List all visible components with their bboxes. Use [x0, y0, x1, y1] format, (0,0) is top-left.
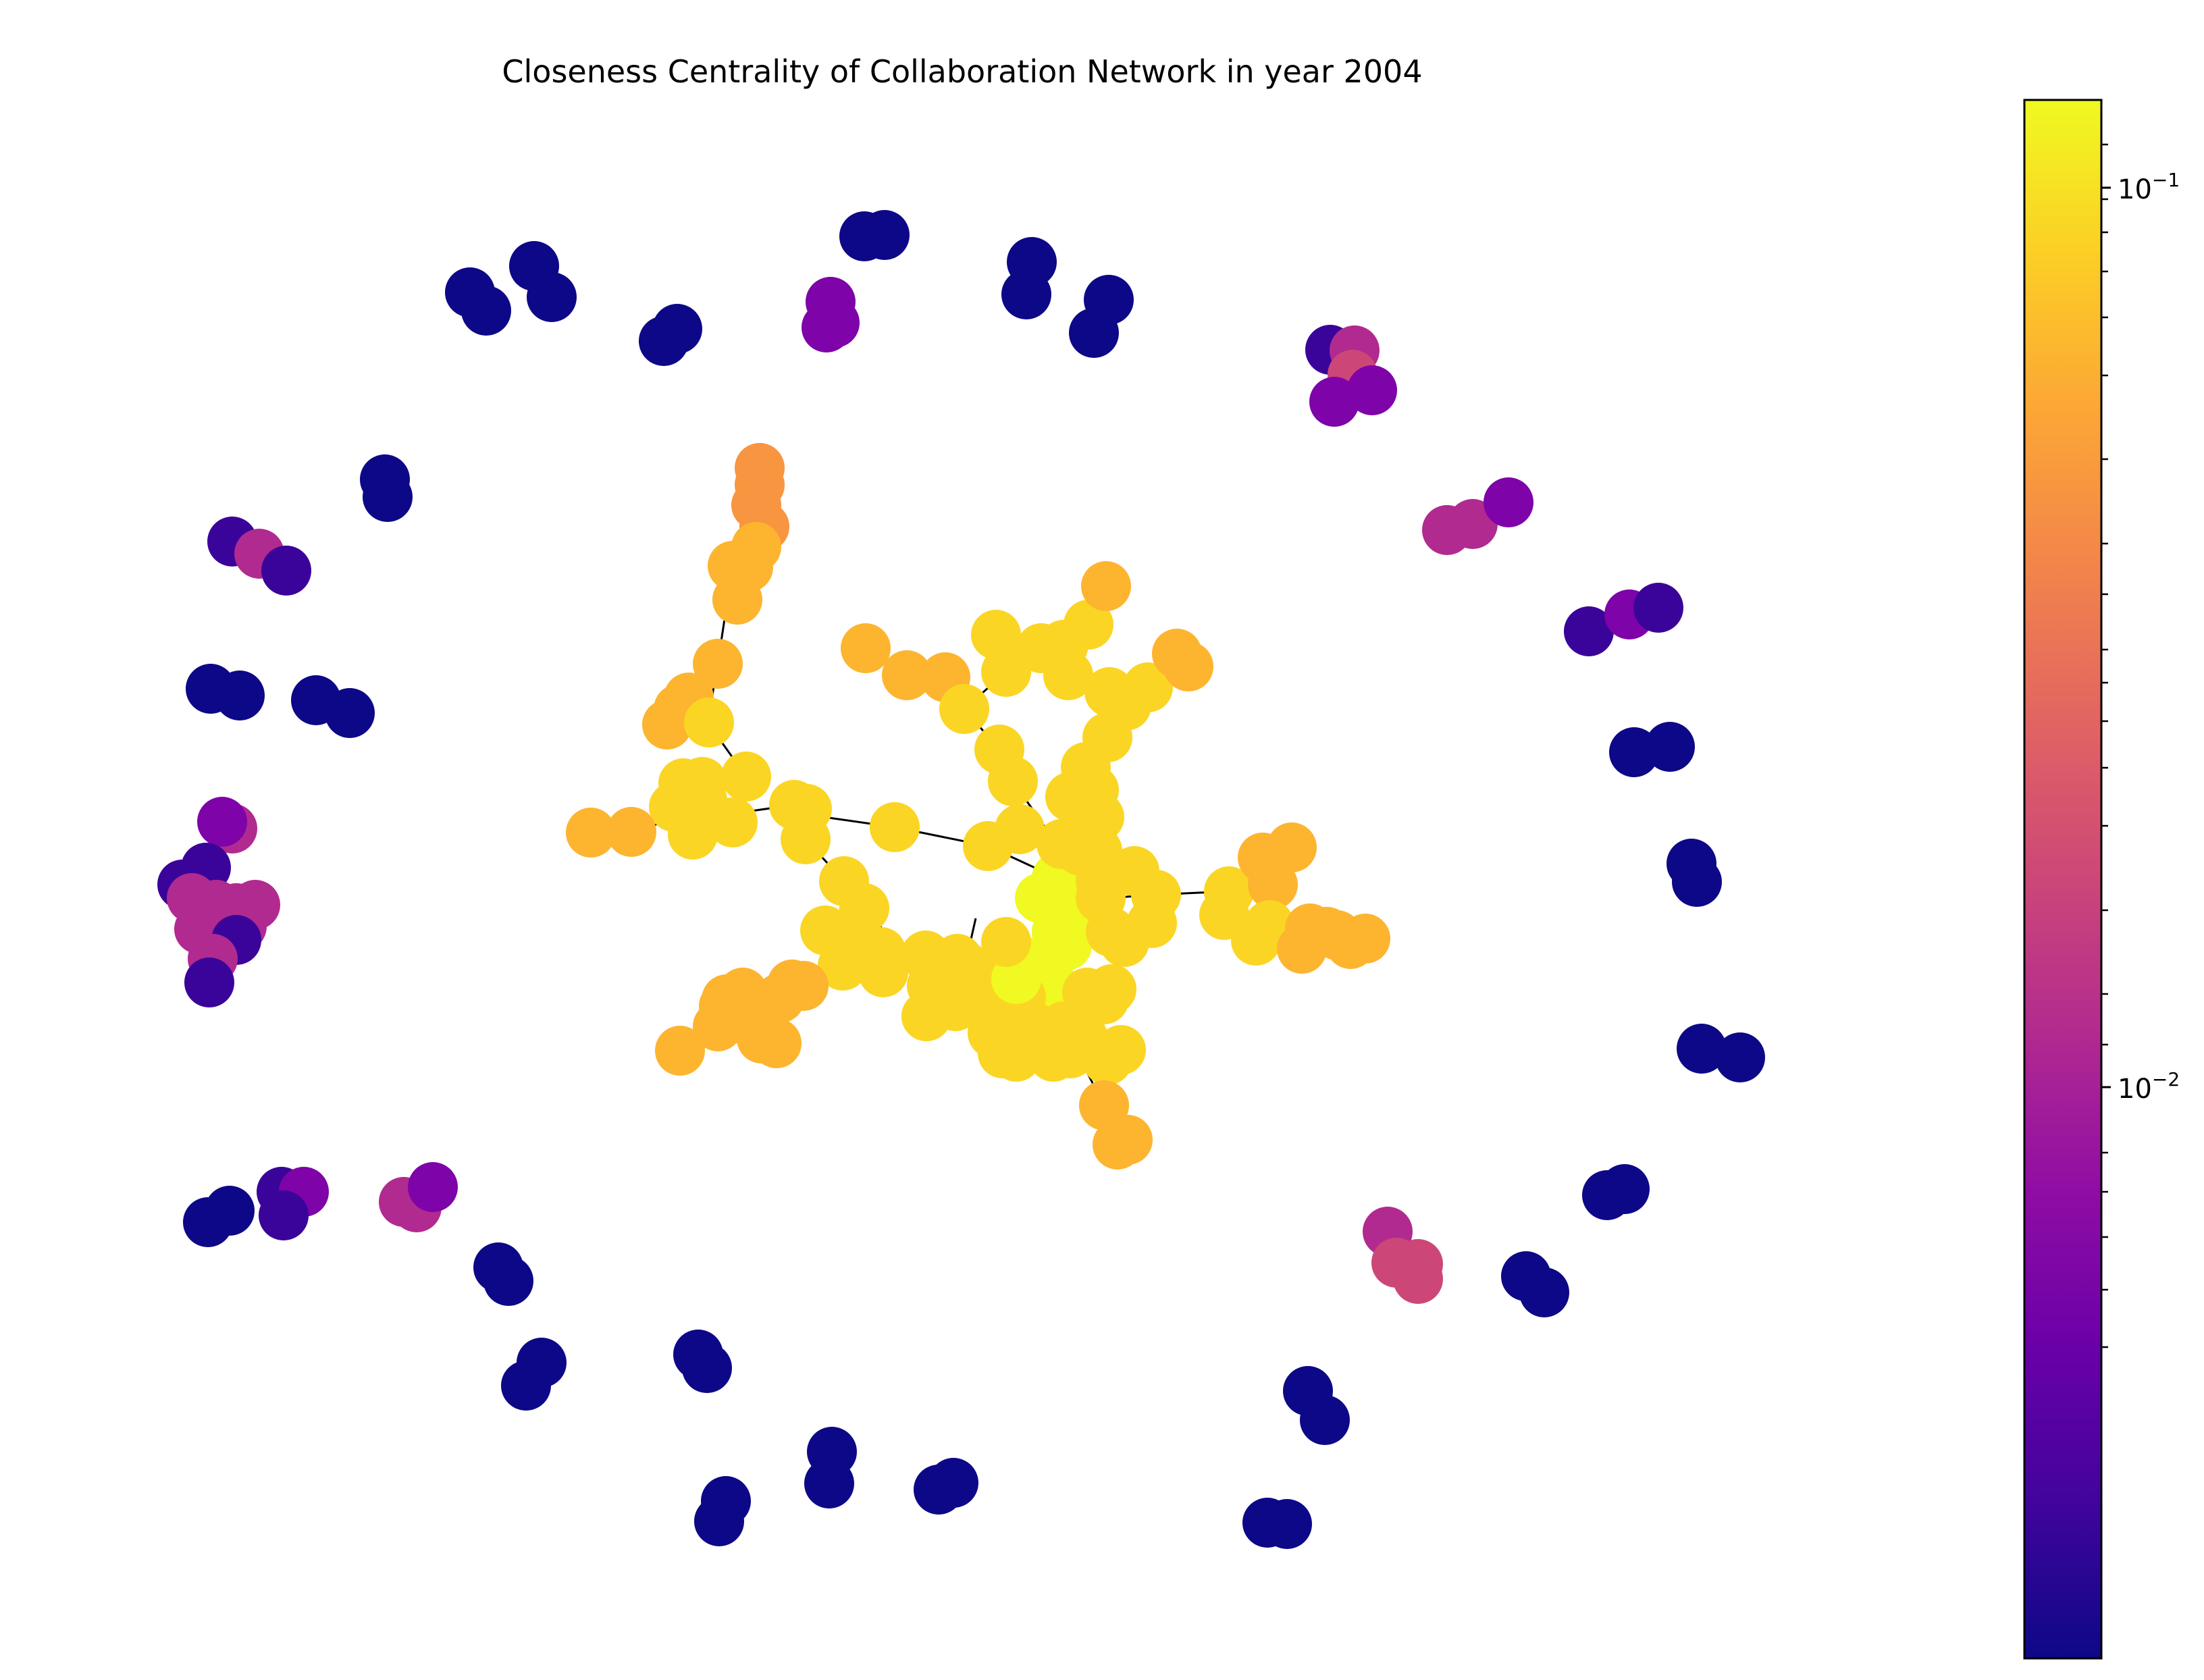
network-node [205, 1186, 255, 1236]
network-node [527, 272, 577, 322]
network-node [693, 639, 743, 689]
network-node [1277, 924, 1327, 974]
network-node [1082, 1035, 1132, 1085]
network-node [325, 688, 375, 738]
network-node [1061, 742, 1111, 792]
network-node [1093, 1120, 1143, 1170]
network-node [1448, 499, 1498, 549]
network-node [1633, 583, 1683, 633]
network-node [718, 968, 768, 1018]
network-node [1326, 919, 1375, 969]
colorbar-minor-ticks [2101, 143, 2108, 1348]
network-node [501, 1361, 551, 1411]
network-node [1231, 916, 1281, 966]
network-node [901, 991, 951, 1041]
network-node [1074, 792, 1124, 842]
network-node [1042, 920, 1092, 970]
network-node [939, 684, 989, 734]
network-node [1267, 822, 1317, 872]
network-node [981, 917, 1031, 967]
network-node [642, 700, 692, 750]
network-node [1123, 662, 1173, 712]
colorbar-gradient [2023, 99, 2103, 1660]
network-node [708, 797, 758, 847]
network-node [1001, 269, 1051, 319]
network-node [694, 1496, 744, 1546]
chart-title: Closeness Centrality of Collaboration Ne… [502, 53, 1422, 90]
network-node [1043, 650, 1093, 700]
network-node [804, 1459, 854, 1508]
network-node [988, 756, 1038, 806]
network-node [639, 316, 689, 366]
network-node [1248, 860, 1298, 910]
network-node [752, 1018, 802, 1068]
network-node [818, 941, 868, 991]
network-node [981, 647, 1031, 697]
network-node [566, 808, 616, 858]
network-node [261, 546, 311, 596]
network-node [1081, 561, 1131, 611]
network-node [860, 210, 910, 260]
network-node [1064, 600, 1113, 650]
colorbar-tick-label-1: 10−1 [2118, 169, 2180, 205]
network-node [606, 807, 656, 857]
network-node [1645, 722, 1695, 772]
network-node [1677, 1024, 1727, 1074]
network-node [684, 698, 734, 747]
network-node [184, 957, 234, 1007]
network-node [1163, 641, 1213, 691]
network-node [928, 1458, 978, 1508]
network-node [197, 797, 247, 847]
network-node [882, 650, 932, 700]
network-node [721, 752, 771, 802]
colorbar-tick-label-2: 10−2 [2118, 1068, 2180, 1105]
network-node [461, 286, 511, 336]
network-node [995, 804, 1045, 854]
network-node [408, 1162, 458, 1212]
network-node [215, 671, 265, 720]
network-node [1262, 1499, 1312, 1549]
network-node [655, 1026, 705, 1076]
network-node [1715, 1032, 1765, 1082]
network-node [841, 623, 891, 673]
colorbar: 10−1 10−2 [2023, 99, 2180, 1660]
network-node [1564, 606, 1614, 656]
network-node [1672, 857, 1722, 907]
network-node [781, 814, 831, 864]
network-node [810, 298, 860, 348]
network-node [682, 1343, 732, 1393]
network-node [1127, 898, 1177, 948]
network-node [1309, 377, 1359, 427]
network-node [968, 1008, 1018, 1058]
network-node [1519, 1267, 1569, 1317]
network-node [870, 802, 920, 852]
network-node [363, 472, 413, 522]
network-node [1300, 1395, 1350, 1445]
network-node [858, 947, 908, 997]
network-node [668, 810, 718, 860]
network-node [1069, 308, 1119, 358]
network-node [1347, 365, 1397, 415]
network-node [712, 575, 762, 625]
network-node [259, 1190, 309, 1240]
network-node [1484, 477, 1533, 527]
network-node [1393, 1254, 1443, 1304]
network-node [483, 1256, 533, 1306]
network-nodes [157, 210, 1765, 1549]
network-node [1600, 1164, 1650, 1214]
network-node [1086, 964, 1136, 1014]
